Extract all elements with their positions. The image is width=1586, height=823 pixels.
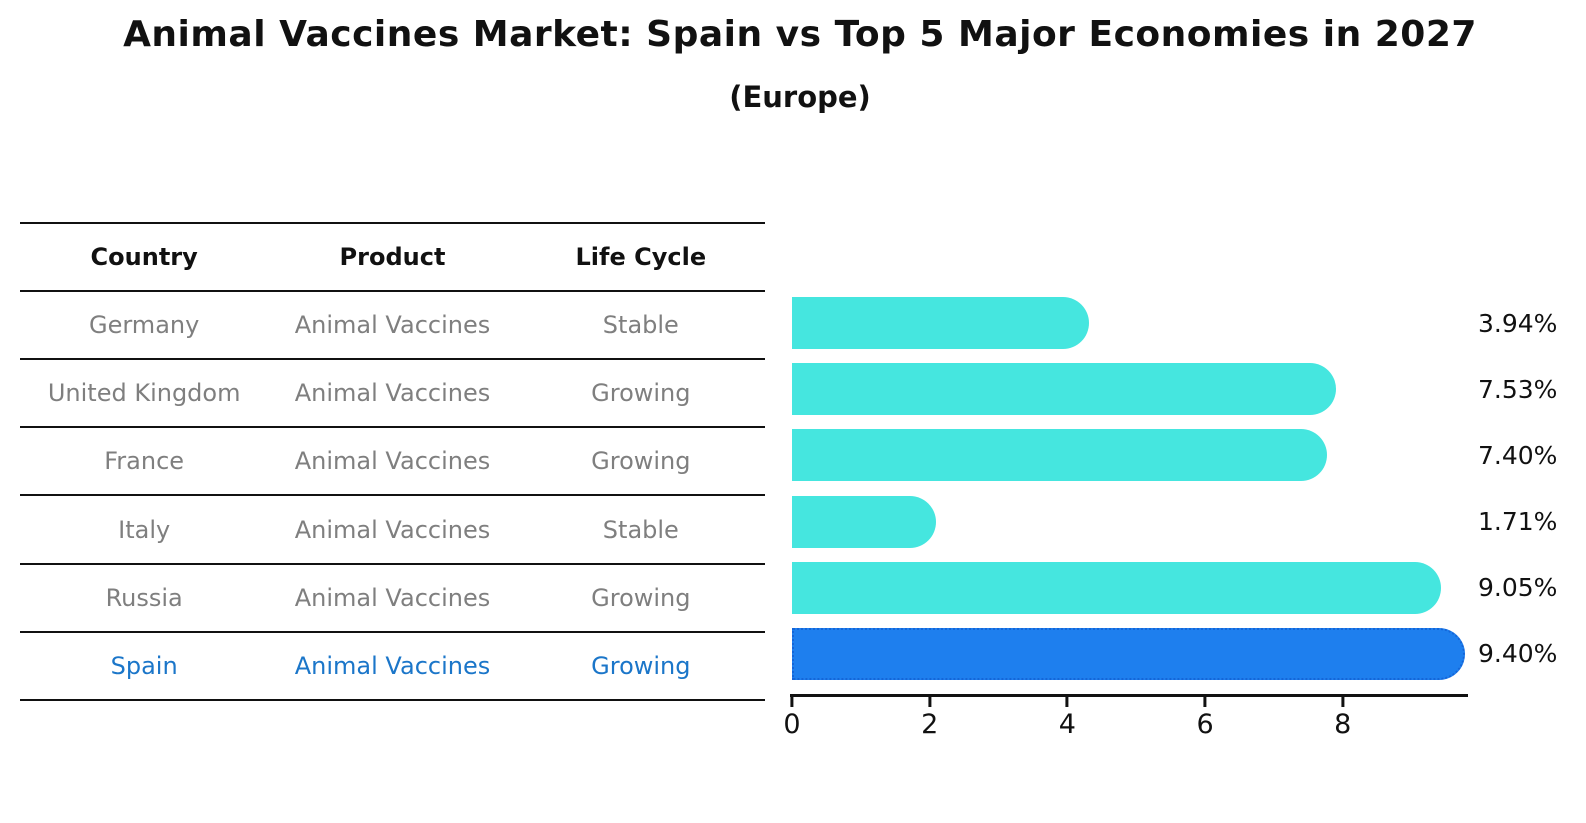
- data-table: Country Product Life Cycle Germany Anima…: [20, 222, 765, 701]
- header-cell-country: Country: [90, 243, 198, 271]
- x-axis-tick: 6: [1196, 697, 1214, 740]
- bar-row: [792, 356, 1468, 422]
- bar-germany: [792, 297, 1090, 350]
- x-axis-tick: 2: [921, 697, 938, 740]
- bar-united-kingdom: [792, 363, 1337, 416]
- cell-lifecycle: Growing: [591, 583, 691, 612]
- value-labels: 3.94% 7.53% 7.40% 1.71% 9.05% 9.40%: [1478, 290, 1557, 687]
- cell-lifecycle: Growing: [591, 379, 691, 408]
- x-axis-tick: 0: [783, 697, 801, 740]
- header-cell-lifecycle: Life Cycle: [575, 243, 707, 271]
- cell-product: Animal Vaccines: [294, 447, 491, 476]
- cell-product: Animal Vaccines: [294, 583, 491, 612]
- cell-country: Spain: [110, 651, 178, 680]
- cell-lifecycle: Stable: [602, 515, 679, 544]
- table-row: Italy Animal Vaccines Stable: [20, 496, 765, 565]
- x-axis-tick-mark: [928, 697, 932, 707]
- cell-lifecycle: Growing: [591, 651, 691, 680]
- bar-chart: [792, 290, 1468, 687]
- value-label: 7.53%: [1478, 374, 1558, 404]
- page-subtitle: (Europe): [729, 80, 871, 114]
- bar-row: [792, 422, 1468, 488]
- cell-product: Animal Vaccines: [294, 379, 491, 408]
- cell-country: Italy: [118, 515, 171, 544]
- bar-row: [792, 290, 1468, 356]
- bar-row: [792, 621, 1468, 687]
- cell-lifecycle: Stable: [602, 311, 679, 340]
- bar-russia: [792, 561, 1441, 614]
- table-row: Spain Animal Vaccines Growing: [20, 633, 765, 701]
- x-axis-tick: 8: [1334, 697, 1351, 740]
- x-axis-tick-mark: [1065, 697, 1069, 707]
- cell-product: Animal Vaccines: [294, 651, 491, 680]
- x-axis-line: [790, 694, 1468, 697]
- x-axis-tick-label: 0: [783, 709, 801, 740]
- value-label: 1.71%: [1478, 507, 1558, 537]
- bar-spain: [792, 627, 1466, 680]
- cell-product: Animal Vaccines: [294, 515, 491, 544]
- bar-row: [792, 488, 1468, 554]
- cell-country: United Kingdom: [47, 379, 241, 408]
- bar-row: [792, 555, 1468, 621]
- cell-product: Animal Vaccines: [294, 311, 491, 340]
- cell-country: France: [104, 447, 185, 476]
- header-cell-product: Product: [339, 243, 446, 271]
- table-header-row: Country Product Life Cycle: [20, 222, 765, 292]
- page-title: Animal Vaccines Market: Spain vs Top 5 M…: [123, 14, 1477, 55]
- value-label: 9.40%: [1478, 639, 1558, 669]
- table-row: United Kingdom Animal Vaccines Growing: [20, 360, 765, 429]
- cell-lifecycle: Growing: [591, 447, 691, 476]
- value-label: 9.05%: [1478, 573, 1558, 603]
- bar-italy: [792, 495, 936, 548]
- cell-country: Russia: [105, 583, 183, 612]
- table-row: Germany Animal Vaccines Stable: [20, 292, 765, 361]
- x-axis-tick-label: 2: [921, 709, 939, 740]
- bar-france: [792, 429, 1328, 482]
- table-row: France Animal Vaccines Growing: [20, 428, 765, 497]
- value-label: 7.40%: [1478, 440, 1558, 470]
- x-axis-tick-mark: [790, 697, 794, 707]
- x-axis-tick-mark: [1203, 697, 1207, 707]
- cell-country: Germany: [89, 311, 200, 340]
- x-axis-tick-label: 6: [1196, 709, 1214, 740]
- table-row: Russia Animal Vaccines Growing: [20, 565, 765, 633]
- value-label: 3.94%: [1478, 308, 1558, 338]
- x-axis-tick-label: 8: [1334, 709, 1352, 740]
- x-axis: 0 2 4 6 8: [783, 697, 1468, 747]
- x-axis-tick-mark: [1341, 697, 1345, 707]
- x-axis-tick: 4: [1059, 697, 1076, 740]
- x-axis-tick-label: 4: [1058, 709, 1076, 740]
